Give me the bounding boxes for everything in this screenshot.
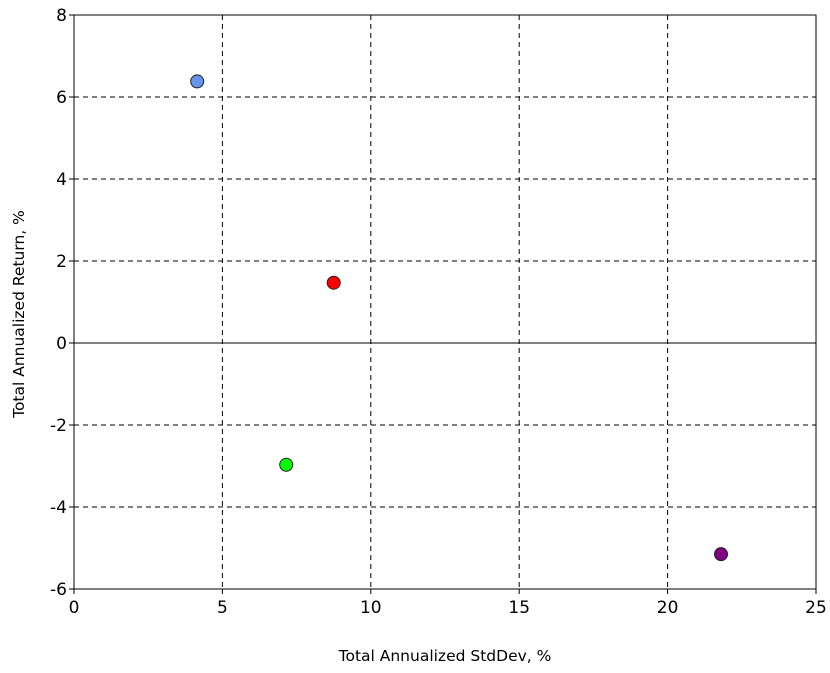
y-tick-label: 2 (56, 252, 67, 272)
y-tick-label: -6 (50, 580, 67, 600)
y-tick-label: 4 (56, 170, 67, 190)
y-tick-label: -2 (50, 416, 67, 436)
data-point (279, 457, 294, 472)
y-tick-label: 6 (56, 88, 67, 108)
data-point (190, 74, 205, 89)
x-axis-label: Total Annualized StdDev, % (338, 647, 552, 665)
grid-layer (74, 15, 816, 589)
axis-layer: 0 5 10 15 20 25 -6 -4 -2 0 2 4 6 8 (50, 6, 827, 618)
x-tick-label: 20 (657, 598, 679, 618)
y-tick-label: 0 (56, 334, 67, 354)
x-tick-label: 5 (217, 598, 228, 618)
x-tick-label: 25 (805, 598, 827, 618)
x-tick-label: 10 (360, 598, 382, 618)
x-tick-label: 15 (508, 598, 530, 618)
y-tick-label: 8 (56, 6, 67, 26)
y-axis-label: Total Annualized Return, % (10, 210, 28, 419)
plot-border (73, 14, 817, 590)
data-point (326, 275, 341, 290)
y-tick-label: -4 (50, 498, 67, 518)
x-tick-label: 0 (69, 598, 80, 618)
data-point (714, 547, 729, 562)
label-layer: Total Annualized StdDev, % Total Annuali… (10, 210, 551, 665)
points-layer (190, 74, 729, 562)
